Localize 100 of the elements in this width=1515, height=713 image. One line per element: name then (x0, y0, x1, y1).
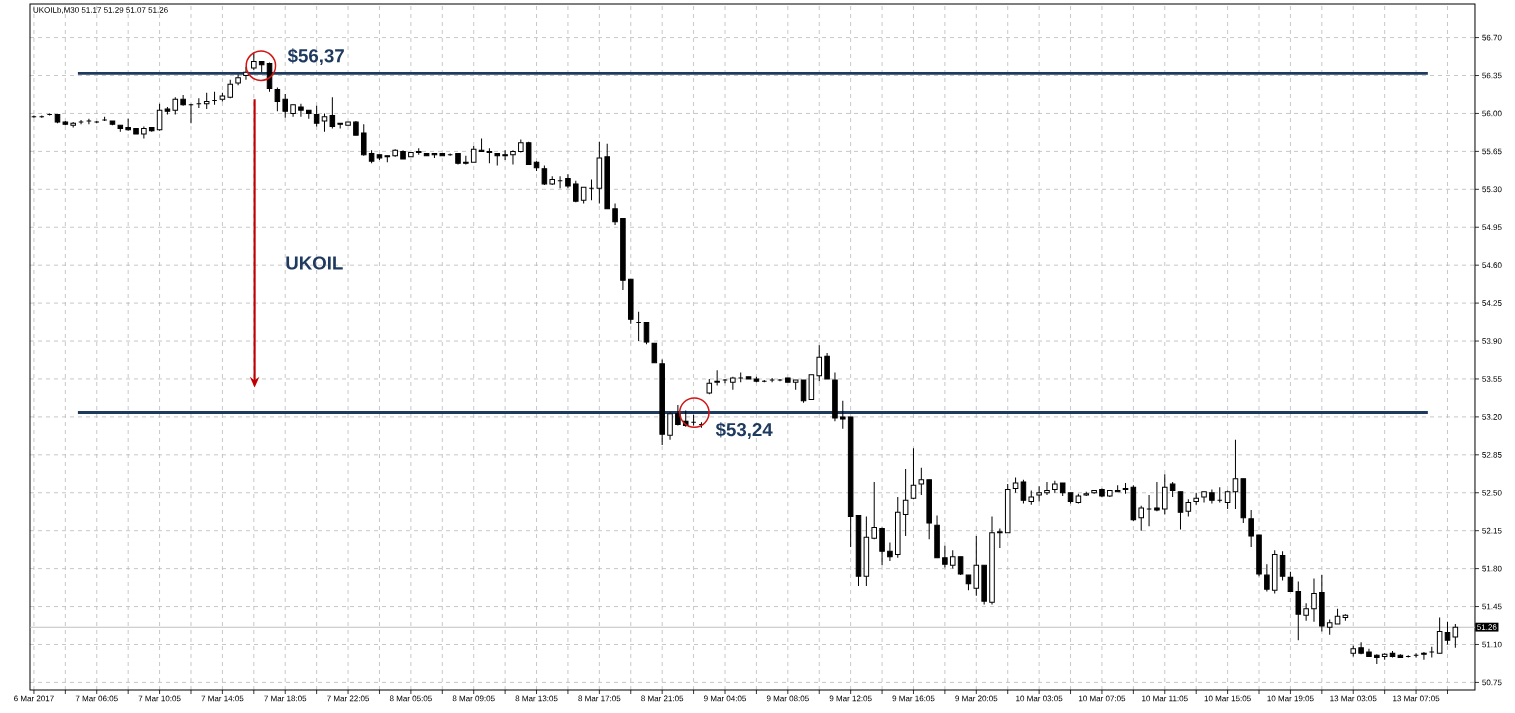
candlestick (997, 528, 1003, 549)
candlestick (643, 322, 650, 345)
y-tick-label: 55.30 (1482, 186, 1502, 193)
x-tick-label: 7 Mar 10:05 (138, 695, 181, 702)
candlestick (510, 149, 516, 165)
candlestick (541, 164, 548, 186)
x-tick-label: 8 Mar 05:05 (389, 695, 432, 702)
candlestick (651, 342, 658, 364)
x-tick-label: 7 Mar 18:05 (264, 695, 307, 702)
candlestick (1036, 485, 1042, 502)
candlestick (887, 542, 893, 562)
candlestick (1311, 577, 1317, 623)
y-tick-label: 56.35 (1482, 72, 1502, 79)
candlestick (1279, 550, 1286, 582)
candlestick (1138, 505, 1144, 532)
candlestick (910, 447, 917, 500)
y-tick-label: 54.95 (1482, 224, 1502, 231)
candlestick (1421, 651, 1427, 661)
candlestick (1232, 439, 1239, 510)
y-tick-label: 53.55 (1482, 376, 1502, 382)
x-tick-label: 10 Mar 11:05 (1142, 695, 1188, 702)
candlestick (1452, 623, 1459, 649)
y-tick-label: 54.60 (1482, 262, 1502, 269)
candlestick (1287, 571, 1294, 592)
candlestick (1444, 621, 1451, 645)
x-tick-label: 10 Mar 15:05 (1204, 695, 1251, 702)
candlestick (1154, 481, 1160, 512)
ref-line-label: $56,37 (287, 48, 344, 66)
x-tick-label: 9 Mar 04:05 (704, 695, 747, 702)
candlestick (313, 105, 320, 127)
y-tick-label: 52.15 (1482, 527, 1502, 534)
x-tick-label: 9 Mar 16:05 (892, 695, 935, 702)
candlestick (329, 96, 336, 130)
ref-line-label: $53,24 (715, 422, 773, 439)
x-tick-label: 7 Mar 06:05 (75, 695, 118, 702)
x-tick-label: 10 Mar 07:05 (1078, 695, 1126, 702)
y-tick-label: 51.45 (1482, 603, 1502, 610)
candlestick (816, 344, 823, 382)
candlestick (949, 549, 956, 570)
candlestick (321, 112, 328, 133)
candlestick (156, 103, 163, 132)
x-tick-label: 10 Mar 19:05 (1267, 695, 1314, 702)
candlestick (478, 137, 485, 152)
y-tick-label: 54.25 (1482, 300, 1502, 306)
candlestick (1295, 581, 1302, 641)
candlestick (1162, 473, 1168, 515)
x-tick-label: 8 Mar 13:05 (515, 695, 558, 702)
candlestick (1201, 491, 1207, 504)
y-tick-label: 51.10 (1482, 641, 1502, 648)
candlestick (871, 481, 877, 540)
candlestick (973, 535, 980, 597)
candlestick (612, 202, 618, 226)
candlestick (714, 369, 720, 386)
y-tick-label: 51.80 (1482, 565, 1502, 572)
candlestick (1020, 479, 1027, 505)
x-tick-label: 8 Mar 21:05 (641, 695, 684, 702)
candlestick (800, 379, 807, 404)
x-tick-label: 8 Mar 17:05 (578, 695, 621, 702)
candlestick (1436, 616, 1443, 654)
chart-title: UKOILb,M30 51.17 51.29 51.07 51.26 (33, 6, 168, 14)
x-tick-label: 13 Mar 03:05 (1330, 695, 1377, 702)
candlestick (675, 404, 681, 427)
y-tick-label: 53.90 (1482, 338, 1502, 344)
x-tick-label: 13 Mar 07:05 (1393, 695, 1440, 702)
x-tick-label: 6 Mar 2017 (14, 695, 54, 702)
candlestick (502, 149, 508, 161)
candlestick (879, 526, 885, 566)
candlestick (1248, 509, 1254, 548)
x-tick-label: 9 Mar 12:05 (829, 695, 872, 702)
y-tick-label: 55.65 (1482, 148, 1502, 155)
x-tick-label: 9 Mar 20:05 (955, 695, 998, 702)
candlestick (1264, 563, 1270, 592)
candlestick (942, 545, 948, 569)
y-tick-label: 56.70 (1482, 34, 1502, 41)
annotation: UKOIL (286, 256, 343, 270)
candlestick (298, 103, 304, 118)
y-tick-label: 56.00 (1482, 110, 1502, 117)
y-tick-label: 52.50 (1482, 489, 1502, 496)
y-tick-label: 50.75 (1482, 679, 1502, 686)
candlestick (274, 86, 281, 112)
candlestick (360, 123, 367, 157)
candlestick (667, 412, 673, 441)
candlestick (1177, 491, 1184, 531)
candlestick (1303, 602, 1309, 622)
candlestick (902, 468, 909, 537)
x-tick-label: 8 Mar 09:05 (452, 695, 495, 702)
ref-line-label: 51.26 (1477, 624, 1497, 630)
x-tick-label: 9 Mar 08:05 (766, 695, 809, 702)
candlestick (918, 467, 925, 496)
candlestick (282, 93, 288, 119)
candlestick (1044, 481, 1050, 496)
x-tick-label: 7 Mar 22:05 (327, 695, 370, 702)
candlestick (824, 352, 830, 380)
candlestick (180, 94, 186, 107)
y-tick-label: 53.20 (1482, 414, 1502, 420)
x-tick-label: 7 Mar 14:05 (201, 695, 244, 702)
candlestick (840, 400, 846, 430)
y-tick-label: 52.85 (1482, 452, 1502, 458)
x-tick-label: 10 Mar 03:05 (1016, 695, 1063, 702)
candlestick (730, 376, 736, 391)
